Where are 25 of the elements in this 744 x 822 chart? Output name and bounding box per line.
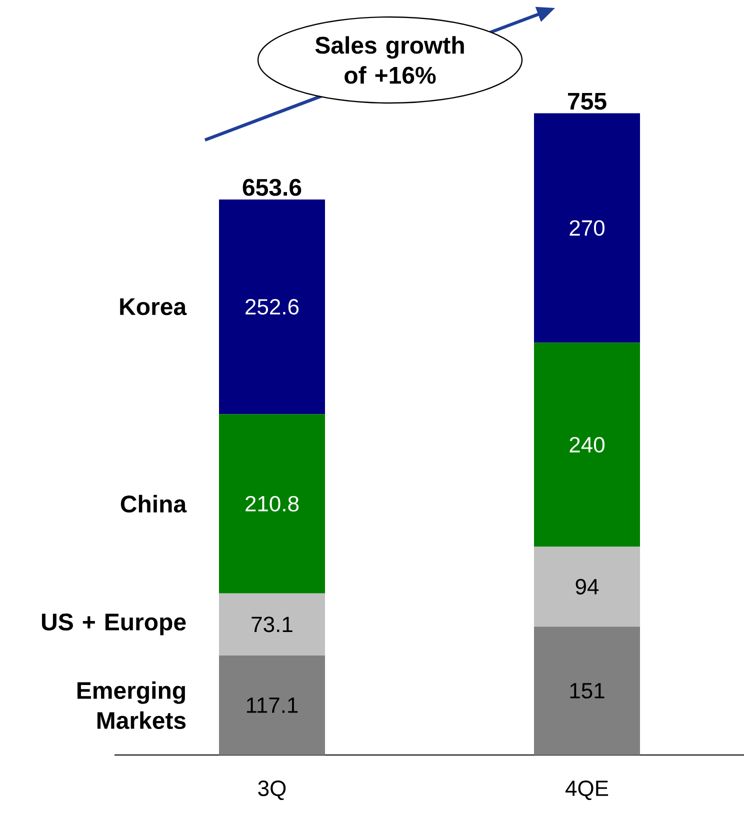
data-label: 94 <box>576 578 599 594</box>
series-label: Korea <box>120 298 187 316</box>
bar <box>534 546 640 627</box>
x-tick-label: 3Q <box>258 780 286 800</box>
series-label: China <box>120 494 187 513</box>
text: Sales growth of +16% <box>315 36 464 84</box>
x-tick-label: 4QE <box>565 780 608 800</box>
data-label: 151 <box>570 683 604 699</box>
total-label: 653.6 <box>242 178 302 196</box>
series-label: Emerging Markets <box>78 681 186 730</box>
bar <box>534 113 640 343</box>
total-label: 755 <box>568 92 606 110</box>
data-label: 270 <box>570 220 604 236</box>
bar <box>534 342 640 547</box>
bar <box>219 655 326 755</box>
data-label: 117.1 <box>246 698 298 713</box>
series-label: US + Europe <box>42 614 186 636</box>
data-label: 210.8 <box>246 496 299 512</box>
bar <box>219 199 326 414</box>
bar <box>219 414 326 594</box>
bar <box>534 626 640 755</box>
data-label: 252.6 <box>246 299 299 315</box>
data-label: 73.1 <box>252 616 292 632</box>
data-label: 240 <box>570 436 604 453</box>
bar <box>219 593 326 656</box>
